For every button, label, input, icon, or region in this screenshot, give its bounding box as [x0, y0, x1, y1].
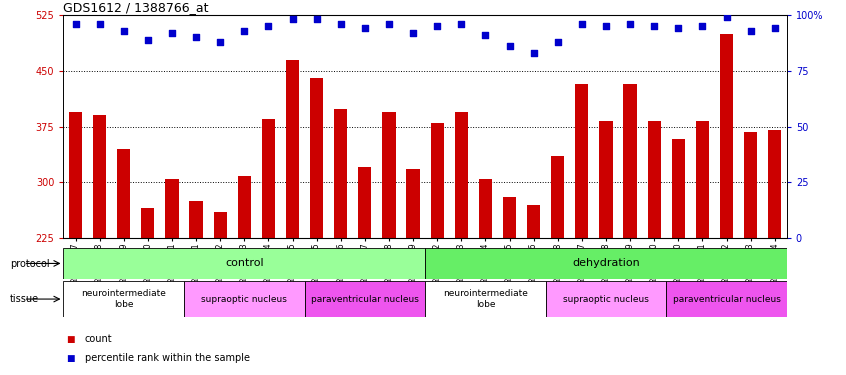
Bar [406, 169, 420, 238]
Point [141, 36, 155, 42]
Bar [666, 281, 787, 317]
Point [599, 23, 613, 29]
Point [454, 21, 468, 27]
Point [334, 21, 348, 27]
Text: GDS1612 / 1388766_at: GDS1612 / 1388766_at [63, 1, 209, 14]
Text: ■: ■ [66, 335, 74, 344]
Text: tissue: tissue [10, 294, 39, 304]
Bar [672, 139, 685, 238]
Bar [63, 248, 425, 279]
Text: paraventricular nucleus: paraventricular nucleus [310, 295, 419, 304]
Bar [599, 121, 613, 238]
Bar [141, 209, 155, 238]
Bar [695, 121, 709, 238]
Point [213, 39, 227, 45]
Text: supraoptic nucleus: supraoptic nucleus [563, 295, 649, 304]
Point [431, 23, 444, 29]
Bar [720, 34, 733, 238]
Point [406, 30, 420, 36]
Text: count: count [85, 334, 113, 344]
Text: supraoptic nucleus: supraoptic nucleus [201, 295, 288, 304]
Bar [213, 212, 227, 238]
Text: dehydration: dehydration [572, 258, 640, 268]
Bar [63, 281, 184, 317]
Point [647, 23, 661, 29]
Bar [382, 112, 396, 238]
Point [624, 21, 637, 27]
Text: neurointermediate
lobe: neurointermediate lobe [443, 290, 528, 309]
Bar [431, 123, 444, 238]
Point [720, 14, 733, 20]
Point [261, 23, 275, 29]
Point [575, 21, 589, 27]
Point [382, 21, 396, 27]
Bar [647, 121, 661, 238]
Bar [238, 176, 251, 238]
Bar [286, 60, 299, 238]
Point [672, 26, 685, 32]
Text: neurointermediate
lobe: neurointermediate lobe [81, 290, 166, 309]
Point [503, 43, 516, 49]
Point [165, 30, 179, 36]
Point [551, 39, 564, 45]
Bar [575, 84, 589, 238]
Point [93, 21, 107, 27]
Point [310, 16, 323, 22]
Text: percentile rank within the sample: percentile rank within the sample [85, 353, 250, 363]
Bar [69, 112, 82, 238]
Text: paraventricular nucleus: paraventricular nucleus [673, 295, 781, 304]
Bar [527, 205, 541, 238]
Bar [93, 116, 107, 238]
Bar [479, 178, 492, 238]
Point [527, 50, 541, 56]
Point [768, 26, 782, 32]
Bar [768, 130, 782, 238]
Bar [261, 119, 275, 238]
Bar [744, 132, 757, 238]
Text: ■: ■ [66, 354, 74, 363]
Bar [546, 281, 667, 317]
Bar [190, 201, 203, 238]
Bar [165, 178, 179, 238]
Text: protocol: protocol [10, 259, 50, 268]
Point [358, 26, 371, 32]
Point [69, 21, 82, 27]
Bar [551, 156, 564, 238]
Point [238, 28, 251, 34]
Text: control: control [225, 258, 264, 268]
Bar [305, 281, 425, 317]
Bar [184, 281, 305, 317]
Point [695, 23, 709, 29]
Point [190, 34, 203, 40]
Point [744, 28, 757, 34]
Point [479, 32, 492, 38]
Bar [425, 281, 546, 317]
Bar [503, 197, 516, 238]
Point [286, 16, 299, 22]
Point [117, 28, 130, 34]
Bar [425, 248, 787, 279]
Bar [624, 84, 637, 238]
Bar [454, 112, 468, 238]
Bar [310, 78, 323, 238]
Bar [334, 110, 348, 238]
Bar [358, 168, 371, 238]
Bar [117, 149, 130, 238]
